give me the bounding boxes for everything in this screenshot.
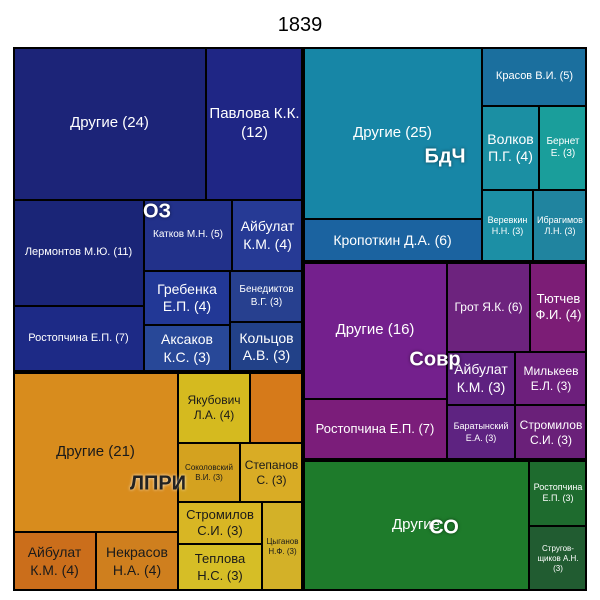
treemap-cell-оз-7: Бенедиктов В.Г. (3) [230, 271, 303, 322]
cell-label: Айбулат К.М. (4) [240, 218, 295, 252]
cell-label: Стромилов С.И. (3) [519, 417, 583, 447]
treemap-cell-бдч-5: Ибрагимов Л.Н. (3) [533, 190, 587, 262]
treemap-cell-со-0: Другие [303, 460, 529, 591]
treemap-cell-лпри-6: Теплова Н.С. (3) [178, 544, 262, 591]
cell-label: Соколовский В.И. (3) [185, 462, 233, 482]
cell-label: Тютчев Ф.И. (4) [535, 290, 582, 322]
treemap-cell-совр-6: Стромилов С.И. (3) [515, 405, 587, 460]
cell-label: Гребенка Е.П. (4) [157, 280, 217, 315]
treemap-cell-оз-2: Лермонтов М.Ю. (11) [13, 200, 144, 306]
cell-label: Бенедиктов В.Г. (3) [239, 284, 294, 308]
cell-label: Кропоткин Д.А. (6) [333, 231, 452, 248]
treemap-cell-совр-4: Милькеев Е.Л. (3) [515, 352, 587, 405]
cell-label: Ростопчина Е.П. (7) [315, 421, 435, 437]
treemap-cell-бдч-1: Красов В.И. (5) [482, 47, 587, 106]
treemap-cell-лпри-9: Некрасов Н.А. (4) [96, 532, 178, 591]
treemap-cell-оз-1: Павлова К.К. (12) [206, 47, 303, 200]
cell-label: Грот Я.К. (6) [454, 299, 523, 314]
cell-label: Другие (24) [70, 114, 149, 132]
treemap-cell-лпри-8: Айбулат К.М. (4) [13, 532, 96, 591]
cell-label: Баратынский Е.А. (3) [453, 421, 509, 443]
treemap-cell-лпри-2 [250, 372, 303, 443]
cell-label: Ибрагимов Л.Н. (3) [537, 214, 583, 236]
cell-label: Аксаков К.С. (3) [161, 331, 213, 365]
treemap-cell-лпри-1: Якубович Л.А. (4) [178, 372, 250, 443]
cell-label: Цыганов Н.Ф. (3) [266, 536, 299, 556]
treemap-cell-оз-6: Гребенка Е.П. (4) [144, 271, 230, 325]
cell-label: Другие (25) [353, 123, 432, 141]
cell-label: Лермонтов М.Ю. (11) [24, 246, 133, 259]
cell-label: Некрасов Н.А. (4) [106, 544, 168, 578]
treemap-cell-лпри-4: Степанов С. (3) [240, 443, 303, 502]
cell-label: Павлова К.К. (12) [209, 104, 300, 141]
cell-label: Стругов­щиков А.Н. (3) [537, 543, 579, 573]
treemap-cell-со-1: Ростопчина Е.П. (3) [529, 460, 587, 526]
treemap-cell-совр-1: Грот Я.К. (6) [447, 262, 530, 352]
cell-label: Айбулат К.М. (3) [454, 361, 508, 395]
cell-label: Катков М.Н. (5) [153, 229, 223, 241]
treemap-cell-оз-9: Кольцов А.В. (3) [230, 322, 303, 372]
cell-label: Ростопчина Е.П. (7) [28, 332, 129, 345]
treemap-cell-бдч-4: Веревкин Н.Н. (3) [482, 190, 533, 262]
treemap-cell-оз-0: Другие (24) [13, 47, 206, 200]
cell-label: Якубович Л.А. (4) [187, 392, 241, 422]
treemap-cell-бдч-2: Волков П.Г. (4) [482, 106, 539, 190]
treemap-cell-бдч-0: Другие (25) [303, 47, 482, 219]
cell-label: Милькеев Е.Л. (3) [523, 363, 579, 393]
cell-label: Стромилов С.И. (3) [186, 506, 254, 538]
treemap-cell-совр-0: Другие (16) [303, 262, 447, 399]
treemap-cell-лпри-3: Соколовский В.И. (3) [178, 443, 240, 502]
treemap-cell-совр-5: Баратынский Е.А. (3) [447, 405, 515, 460]
cell-label: Кольцов А.В. (3) [239, 329, 294, 364]
cell-label: Другие [391, 516, 441, 534]
treemap-cell-оз-8: Аксаков К.С. (3) [144, 325, 230, 372]
treemap-cell-оз-5: Айбулат К.М. (4) [232, 200, 303, 271]
treemap-cell-бдч-6: Кропоткин Д.А. (6) [303, 219, 482, 262]
cell-label: Бернет Е. (3) [546, 135, 580, 160]
treemap-cell-совр-2: Тютчев Ф.И. (4) [530, 262, 587, 352]
cell-label: Веревкин Н.Н. (3) [487, 214, 528, 236]
cell-label: Красов В.И. (5) [495, 69, 574, 82]
treemap-cell-со-2: Стругов­щиков А.Н. (3) [529, 526, 587, 591]
treemap-cell-совр-7: Ростопчина Е.П. (7) [303, 399, 447, 460]
treemap-cell-бдч-3: Бернет Е. (3) [539, 106, 587, 190]
cell-label: Айбулат К.М. (4) [27, 544, 82, 578]
cell-label: Волков П.Г. (4) [487, 130, 534, 165]
treemap-cell-лпри-0: Другие (21) [13, 372, 178, 532]
treemap-cell-совр-3: Айбулат К.М. (3) [447, 352, 515, 405]
cell-label: Степанов С. (3) [244, 457, 299, 487]
cell-label: Другие (21) [56, 442, 135, 460]
cell-label: Ростопчина Е.П. (3) [533, 481, 583, 503]
treemap-cell-оз-3: Ростопчина Е.П. (7) [13, 306, 144, 372]
cell-label: Теплова Н.С. (3) [194, 551, 246, 583]
cell-label: Другие (16) [335, 321, 415, 339]
treemap-cell-лпри-5: Стромилов С.И. (3) [178, 502, 262, 544]
treemap-cell-оз-4: Катков М.Н. (5) [144, 200, 232, 271]
chart-title: 1839 [277, 14, 323, 36]
treemap-cell-лпри-7: Цыганов Н.Ф. (3) [262, 502, 303, 591]
